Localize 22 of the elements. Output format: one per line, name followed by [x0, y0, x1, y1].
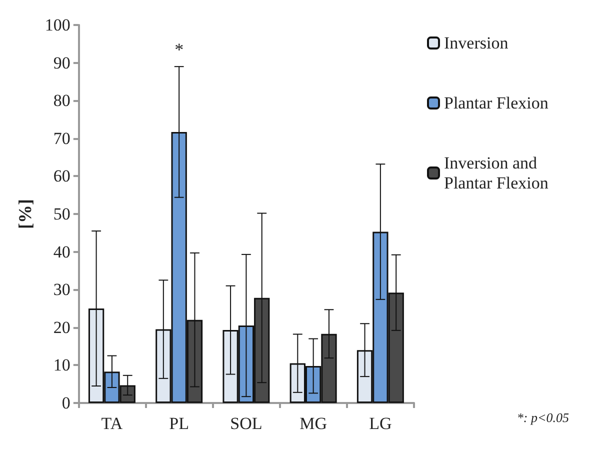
- y-tick-label: 90: [53, 53, 70, 72]
- x-tick-label: TA: [101, 414, 124, 433]
- text: *: p<0.05: [516, 410, 570, 425]
- y-tick-label: 0: [62, 394, 70, 412]
- y-tick-label: 60: [53, 166, 70, 186]
- annotation: *: [174, 40, 184, 60]
- x-tick-label: PL: [169, 414, 189, 433]
- legend-label: Plantar Flexion: [444, 94, 549, 112]
- y-tick-label: 80: [53, 91, 70, 110]
- y-tick-label: 50: [53, 204, 70, 224]
- y-tick-label: 30: [53, 280, 70, 300]
- y-tick-label: 40: [53, 242, 70, 262]
- x-tick-label: LG: [369, 414, 392, 433]
- y-tick-label: 20: [53, 318, 70, 337]
- y-tick-label: 10: [53, 356, 70, 375]
- legend-label: Inversion and Plantar Flexion: [444, 154, 549, 192]
- x-tick-label: SOL: [230, 414, 262, 433]
- y-axis-title: [%]: [15, 199, 35, 229]
- y-tick-label: 100: [44, 16, 70, 34]
- y-tick-label: 70: [53, 128, 70, 148]
- x-tick-label: MG: [300, 414, 328, 433]
- legend-label: Inversion: [444, 34, 509, 52]
